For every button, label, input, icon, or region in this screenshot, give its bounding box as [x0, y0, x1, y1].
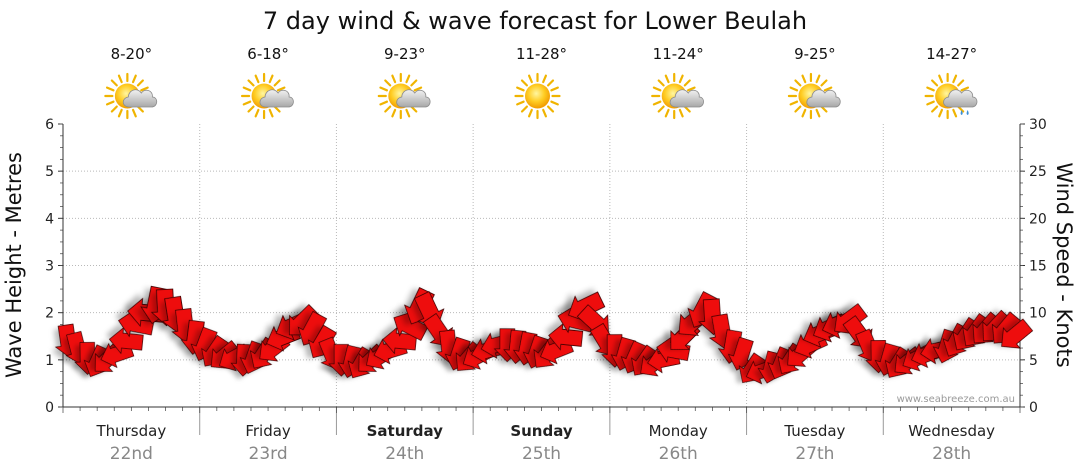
partly-cloudy-icon: [240, 72, 294, 120]
y2-tick-label: 0: [1029, 400, 1038, 416]
day-name: Saturday: [367, 422, 444, 440]
y2-tick-label: 30: [1029, 117, 1047, 133]
day-date: 25th: [522, 444, 561, 464]
partly-cloudy-icon: [104, 72, 158, 120]
wind-speed-series: [54, 285, 1034, 385]
wind-arrow: [727, 336, 754, 371]
day-name: Thursday: [95, 422, 166, 440]
y-tick-label: 5: [45, 164, 54, 180]
y2-tick-label: 15: [1029, 259, 1047, 275]
day-date: 22nd: [110, 444, 153, 464]
wind-arrow: [1001, 318, 1034, 349]
temperature-range: 8-20°: [111, 45, 153, 63]
day-date: 26th: [659, 444, 698, 464]
temperature-range: 9-25°: [794, 45, 836, 63]
temperature-range: 11-28°: [516, 45, 567, 63]
day-name: Wednesday: [908, 422, 995, 440]
day-name: Friday: [245, 422, 291, 440]
watermark: www.seabreeze.com.au: [897, 394, 1015, 405]
y2-axis-title: Wind Speed - Knots: [1052, 162, 1076, 367]
y-axis-title: Wave Height - Metres: [2, 152, 26, 378]
day-forecast-header: 8-20° 6-18° 9-23° 11-28° 11-24° 9-25° 14-27°: [104, 45, 978, 120]
day-date: 23rd: [249, 444, 288, 464]
axes: 0 1 2 3 4 5 6 0 5 10 15 20 25 30: [45, 117, 1047, 416]
y2-tick-label: 25: [1029, 164, 1047, 180]
y-tick-label: 3: [45, 259, 54, 275]
y2-tick-label: 5: [1029, 353, 1038, 369]
grid: [63, 124, 1020, 435]
day-name: Monday: [649, 422, 708, 440]
day-name: Sunday: [510, 422, 573, 440]
day-date: 24th: [385, 444, 424, 464]
partly-cloudy-icon: [651, 72, 704, 120]
temperature-range: 14-27°: [926, 45, 977, 63]
showers-icon: [924, 72, 978, 120]
y2-tick-label: 10: [1029, 306, 1047, 322]
partly-cloudy-icon: [377, 72, 431, 120]
y-tick-label: 6: [45, 117, 54, 133]
sunny-icon: [514, 72, 561, 120]
y2-tick-label: 20: [1029, 211, 1047, 227]
day-date: 27th: [795, 444, 834, 464]
chart-title: 7 day wind & wave forecast for Lower Beu…: [263, 7, 807, 35]
temperature-range: 11-24°: [653, 45, 704, 63]
y-tick-label: 4: [45, 211, 54, 227]
day-labels: Thursday 22nd Friday 23rd Saturday 24th Sunday…: [95, 422, 995, 464]
day-date: 28th: [932, 444, 971, 464]
y-tick-label: 2: [45, 306, 54, 322]
temperature-range: 6-18°: [247, 45, 289, 63]
y-tick-label: 1: [45, 353, 54, 369]
day-name: Tuesday: [783, 422, 845, 440]
wind-arrow: [548, 323, 584, 351]
partly-cloudy-icon: [787, 72, 841, 120]
y-tick-label: 0: [45, 400, 54, 416]
temperature-range: 9-23°: [384, 45, 426, 63]
wind-arrow: [108, 326, 144, 355]
